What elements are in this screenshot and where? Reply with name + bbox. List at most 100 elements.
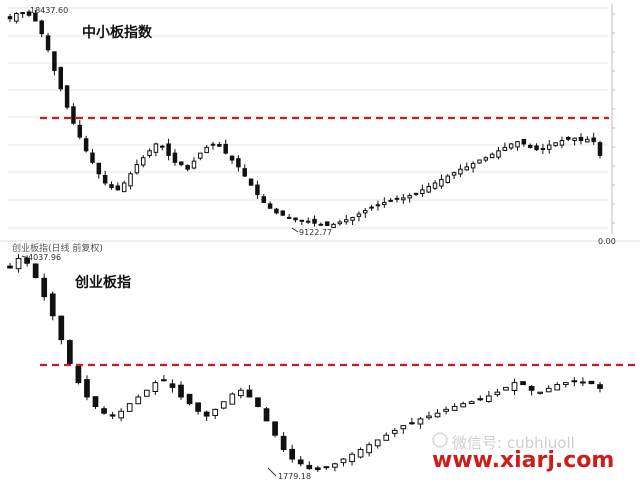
candle-body-0-30 (198, 152, 203, 159)
candle-body-1-54 (468, 401, 475, 405)
candle-body-1-48 (417, 418, 424, 425)
candle-body-1-45 (391, 429, 398, 434)
right-edge-label: 0.00 (598, 237, 616, 246)
candle-body-1-67 (580, 381, 586, 384)
candle-body-0-68 (439, 179, 444, 187)
candle-body-0-72 (464, 166, 470, 171)
candle-body-0-51 (331, 223, 336, 228)
candle-body-1-59 (511, 382, 518, 391)
candle-body-0-25 (166, 143, 171, 156)
candle-body-1-68 (588, 380, 595, 385)
candle-body-0-43 (280, 210, 286, 216)
candle-body-1-62 (537, 391, 543, 394)
candle-body-1-5 (49, 293, 56, 317)
candle-body-0-59 (382, 202, 387, 206)
candle-body-1-17 (152, 382, 159, 393)
candle-body-1-47 (409, 422, 415, 425)
candle-body-0-85 (547, 144, 552, 150)
candle-body-1-65 (562, 382, 569, 386)
candle-body-0-65 (420, 189, 425, 195)
candle-body-0-89 (572, 137, 577, 141)
candle-body-0-60 (388, 199, 393, 202)
candle-body-1-1 (15, 257, 22, 270)
candle-body-0-56 (363, 210, 368, 214)
candle-body-1-3 (32, 263, 39, 279)
wechat-icon (432, 432, 448, 448)
candle-body-1-27 (238, 389, 244, 397)
candle-body-0-23 (153, 143, 159, 153)
candle-body-0-64 (413, 192, 419, 195)
candle-body-0-3 (26, 11, 32, 16)
candle-body-0-88 (566, 137, 571, 140)
candle-body-1-16 (143, 389, 150, 397)
low-label-gem: 1779.18 (278, 472, 312, 481)
candle-body-1-32 (280, 435, 287, 450)
candle-body-1-69 (597, 384, 603, 389)
high-pointer-gem (21, 255, 29, 259)
candle-body-1-49 (426, 415, 432, 419)
candle-body-0-10 (71, 106, 76, 124)
candle-body-1-33 (289, 448, 296, 460)
candle-body-1-12 (109, 414, 116, 417)
chart-title-sme: 中小板指数 (82, 25, 152, 41)
candle-body-0-62 (401, 197, 406, 201)
high-label-sme: 18437.60 (30, 6, 69, 15)
candle-body-0-1 (14, 12, 19, 22)
candle-body-1-57 (494, 391, 501, 396)
candle-body-1-60 (520, 381, 526, 386)
candle-body-0-79 (508, 143, 514, 149)
candle-body-1-50 (434, 412, 441, 418)
candle-body-1-6 (58, 315, 65, 341)
candle-body-1-21 (186, 393, 193, 405)
candle-body-1-41 (357, 448, 364, 458)
candle-body-0-5 (39, 20, 44, 35)
candle-body-0-21 (140, 157, 146, 166)
candle-body-0-40 (261, 196, 267, 204)
candle-body-0-15 (102, 174, 108, 184)
candle-body-0-81 (521, 138, 527, 145)
candle-body-1-39 (340, 458, 347, 464)
candle-body-0-77 (496, 150, 501, 158)
candle-body-0-93 (597, 142, 603, 156)
candle-body-1-26 (229, 393, 236, 405)
candle-body-0-86 (553, 142, 558, 147)
candle-body-1-63 (545, 387, 552, 393)
candle-body-0-13 (90, 152, 95, 163)
candle-body-0-67 (432, 182, 438, 189)
candle-body-1-53 (460, 403, 467, 408)
candle-body-0-22 (147, 150, 152, 157)
candle-body-1-42 (366, 444, 372, 454)
candle-body-1-29 (255, 397, 261, 408)
candle-body-0-7 (52, 51, 57, 71)
candle-body-0-38 (248, 178, 254, 186)
candle-body-1-37 (323, 466, 330, 469)
candle-body-1-10 (92, 396, 99, 408)
candle-body-0-63 (407, 195, 412, 199)
low-pointer-gem (267, 467, 277, 477)
candle-body-0-31 (204, 146, 209, 154)
candle-body-0-34 (223, 143, 228, 154)
candle-body-0-42 (274, 208, 279, 214)
candle-body-1-18 (161, 379, 167, 382)
candle-body-0-4 (33, 12, 38, 22)
candle-body-1-22 (195, 402, 201, 412)
candle-body-0-45 (293, 217, 298, 221)
high-label-gem: 4037.96 (28, 253, 62, 262)
candle-body-1-20 (178, 384, 184, 398)
candle-body-1-2 (24, 257, 30, 264)
candle-body-1-23 (203, 411, 210, 417)
site-url-watermark: www.xiarj.com (432, 448, 615, 473)
candle-body-0-24 (160, 145, 165, 148)
candle-body-0-16 (109, 184, 114, 189)
low-label-sme: 9122.77 (299, 228, 333, 237)
candle-body-0-90 (578, 136, 584, 141)
candle-body-0-32 (210, 143, 216, 146)
candle-body-0-75 (483, 157, 489, 161)
candle-body-1-15 (135, 396, 142, 405)
candle-body-0-61 (394, 197, 400, 200)
candle-body-0-53 (343, 219, 349, 223)
candle-body-1-34 (297, 459, 304, 465)
candle-body-1-38 (332, 463, 338, 468)
candle-body-0-78 (502, 146, 508, 151)
